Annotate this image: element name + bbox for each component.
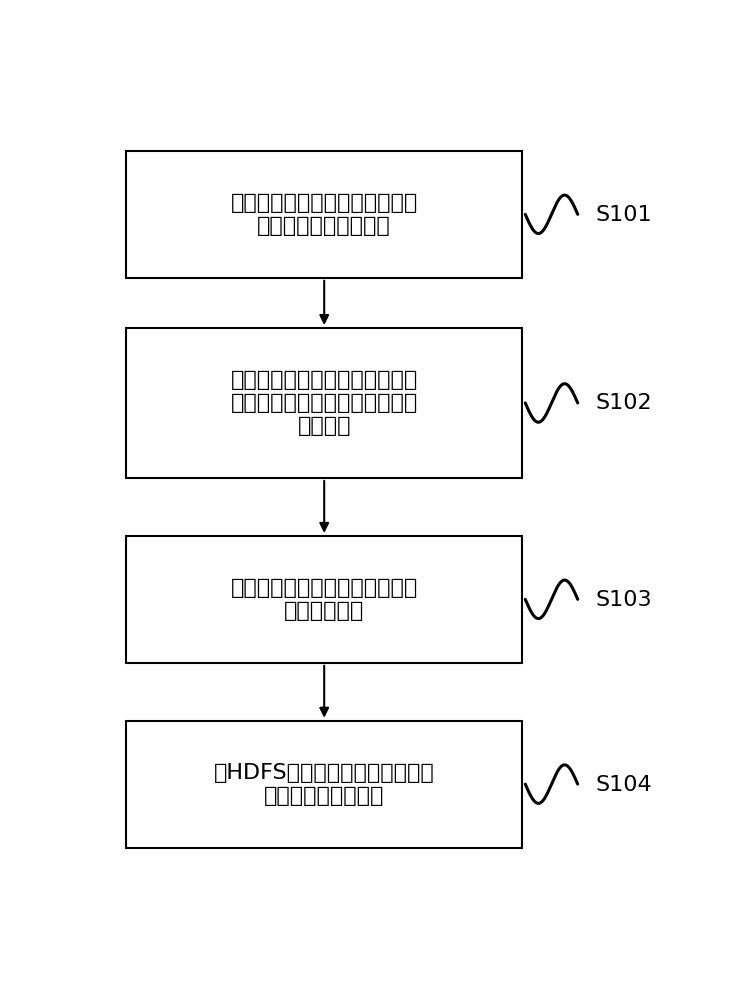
Text: S103: S103: [596, 590, 652, 610]
Text: S101: S101: [596, 205, 652, 225]
FancyBboxPatch shape: [126, 328, 523, 478]
FancyBboxPatch shape: [126, 151, 523, 278]
Text: 激活分布式集群与并行处理数据
库集群的网络认证协议: 激活分布式集群与并行处理数据 库集群的网络认证协议: [231, 193, 418, 236]
Text: 将HDFS中的第一数据并行传输到
并行处理数据库集群: 将HDFS中的第一数据并行传输到 并行处理数据库集群: [214, 763, 435, 806]
Text: 根据数据认证关系获取分布式集
群的访问权限: 根据数据认证关系获取分布式集 群的访问权限: [231, 578, 418, 621]
Text: S102: S102: [596, 393, 652, 413]
FancyBboxPatch shape: [126, 536, 523, 663]
Text: S104: S104: [596, 775, 652, 795]
FancyBboxPatch shape: [126, 721, 523, 848]
Text: 根据网络认证协议建立分布式集
群与并行处理数据库集群的数据
认证关系: 根据网络认证协议建立分布式集 群与并行处理数据库集群的数据 认证关系: [231, 370, 418, 436]
